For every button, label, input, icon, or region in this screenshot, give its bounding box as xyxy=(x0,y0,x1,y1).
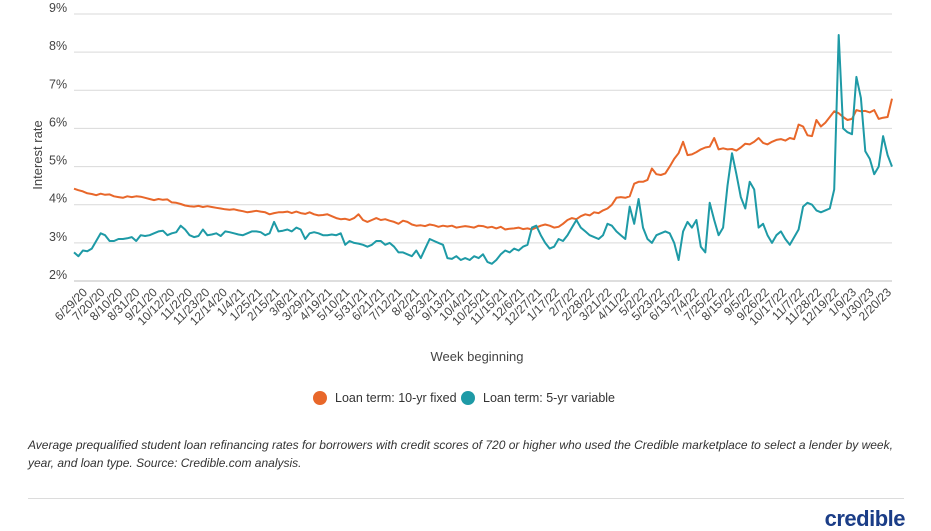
gridlines xyxy=(74,13,892,282)
series-lines xyxy=(73,34,893,265)
y-tick-label: 7% xyxy=(49,77,67,91)
y-tick-label: 4% xyxy=(49,192,67,206)
legend: Loan term: 10-yr fixed Loan term: 5-yr v… xyxy=(313,391,615,405)
chart: 2% 3% 4% 5% 6% 7% 8% 9% 6/29/207/20/208/10/208/… xyxy=(30,1,894,405)
y-tick-label: 3% xyxy=(49,230,67,244)
y-tick-label: 9% xyxy=(49,1,67,15)
series-line-fixed xyxy=(73,98,893,231)
legend-label-fixed: Loan term: 10-yr fixed xyxy=(335,391,457,405)
y-tick-label: 8% xyxy=(49,39,67,53)
y-axis-ticks: 2% 3% 4% 5% 6% 7% 8% 9% xyxy=(49,1,67,282)
chart-caption: Average prequalified student loan refina… xyxy=(28,438,893,470)
y-tick-label: 6% xyxy=(49,115,67,129)
legend-marker-variable xyxy=(461,391,475,405)
credible-logo[interactable]: credible xyxy=(824,506,906,531)
x-axis-ticks: 6/29/207/20/208/10/208/31/209/21/2010/12… xyxy=(52,285,894,328)
footer-divider xyxy=(28,498,904,499)
y-axis-title: Interest rate xyxy=(30,120,45,189)
legend-label-variable: Loan term: 5-yr variable xyxy=(483,391,615,405)
y-tick-label: 5% xyxy=(49,154,67,168)
x-axis-title: Week beginning xyxy=(431,349,524,364)
series-line-variable xyxy=(73,34,893,265)
legend-marker-fixed xyxy=(313,391,327,405)
y-tick-label: 2% xyxy=(49,268,67,282)
